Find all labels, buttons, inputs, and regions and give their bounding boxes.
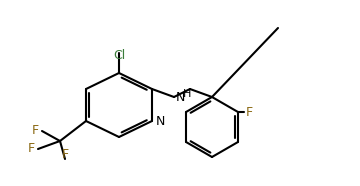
Text: F: F: [62, 148, 68, 161]
Text: F: F: [28, 142, 35, 155]
Text: H: H: [183, 89, 192, 99]
Text: N: N: [176, 91, 185, 103]
Text: Cl: Cl: [113, 49, 125, 62]
Text: F: F: [246, 105, 253, 118]
Text: N: N: [156, 115, 165, 127]
Text: F: F: [32, 124, 39, 137]
